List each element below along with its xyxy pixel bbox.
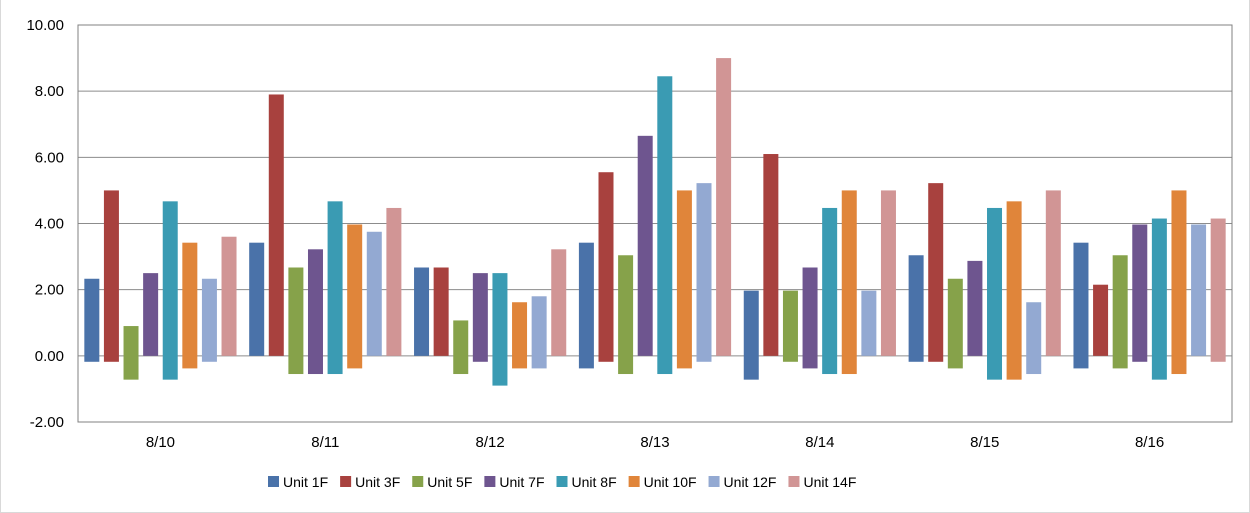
bar [1006, 201, 1022, 380]
x-tick-label: 8/12 [476, 434, 505, 451]
legend-label: Unit 5F [427, 474, 472, 490]
bar [1026, 302, 1042, 375]
y-axis-ticks: -2.00 0.00 2.00 4.00 6.00 8.00 10.00 [26, 17, 64, 431]
legend-label: Unit 10F [644, 474, 697, 490]
bar [347, 224, 363, 369]
bar [1093, 284, 1109, 356]
bar [182, 242, 198, 369]
bar [598, 172, 614, 362]
bar [492, 273, 508, 386]
bar [1132, 224, 1148, 362]
bar [763, 154, 779, 356]
bar [743, 290, 759, 380]
legend-swatch [788, 476, 800, 487]
bar [249, 242, 265, 356]
x-tick-label: 8/11 [311, 434, 339, 451]
y-tick-label: -2.00 [30, 414, 64, 431]
bar [162, 201, 178, 380]
legend-swatch [412, 476, 424, 487]
bar [1171, 190, 1187, 375]
x-tick-label: 8/13 [640, 434, 669, 451]
bar [1191, 224, 1207, 356]
bar [637, 135, 653, 356]
legend-swatch [484, 476, 496, 487]
bar [782, 290, 798, 362]
x-tick-label: 8/16 [1135, 434, 1164, 451]
bar [861, 290, 877, 356]
bar [947, 278, 963, 369]
x-axis-ticks: 8/10 8/11 8/12 8/13 8/14 8/15 8/16 [146, 434, 1164, 451]
plot-area-border [77, 24, 1233, 423]
bar [578, 242, 594, 369]
bar [366, 231, 382, 356]
bar [288, 267, 304, 375]
bar [386, 207, 402, 356]
bar [822, 207, 838, 375]
bar [433, 267, 449, 356]
legend-label: Unit 3F [355, 474, 400, 490]
bar [307, 249, 323, 375]
bar [1045, 190, 1061, 356]
bar [1073, 242, 1089, 369]
bar [551, 249, 567, 356]
legend-label: Unit 12F [724, 474, 777, 490]
bar [928, 183, 944, 362]
bar [657, 76, 673, 375]
bar [327, 201, 343, 375]
y-tick-label: 10.00 [26, 17, 64, 34]
x-tick-label: 8/15 [970, 434, 999, 451]
bar [453, 320, 469, 375]
bar [802, 267, 818, 369]
legend-label: Unit 7F [499, 474, 544, 490]
bar [716, 58, 732, 356]
bars [84, 58, 1226, 386]
bar [221, 236, 237, 356]
x-tick-label: 8/10 [146, 434, 175, 451]
bar [531, 296, 547, 369]
bar [123, 326, 139, 380]
y-tick-label: 6.00 [35, 149, 64, 166]
bar [908, 255, 924, 362]
bar [472, 273, 488, 362]
y-tick-label: 0.00 [35, 348, 64, 365]
bar [618, 255, 634, 375]
bar [1112, 255, 1128, 369]
legend-label: Unit 8F [572, 474, 617, 490]
bar [84, 278, 100, 362]
legend-swatch [340, 476, 352, 487]
legend-swatch [628, 476, 640, 487]
bar [268, 94, 284, 356]
y-tick-label: 8.00 [35, 83, 64, 100]
bar [1151, 218, 1167, 380]
y-tick-label: 2.00 [35, 282, 64, 299]
bar [676, 190, 692, 369]
bar [880, 190, 896, 356]
bar [414, 267, 430, 356]
bar [512, 302, 528, 369]
x-tick-label: 8/14 [805, 434, 834, 451]
y-tick-label: 4.00 [35, 216, 64, 233]
bar [987, 207, 1003, 380]
bar [696, 183, 712, 362]
bar [143, 273, 159, 356]
bar [1210, 218, 1226, 362]
bar [967, 260, 983, 356]
bar [201, 278, 217, 362]
legend-swatch [556, 476, 568, 487]
bar [841, 190, 857, 375]
legend: Unit 1F Unit 3F Unit 5F Unit 7F Unit 8F Unit … [268, 474, 856, 490]
bar [103, 190, 119, 362]
legend-label: Unit 14F [803, 474, 856, 490]
legend-label: Unit 1F [283, 474, 328, 490]
legend-swatch [708, 476, 720, 487]
legend-swatch [268, 476, 279, 487]
